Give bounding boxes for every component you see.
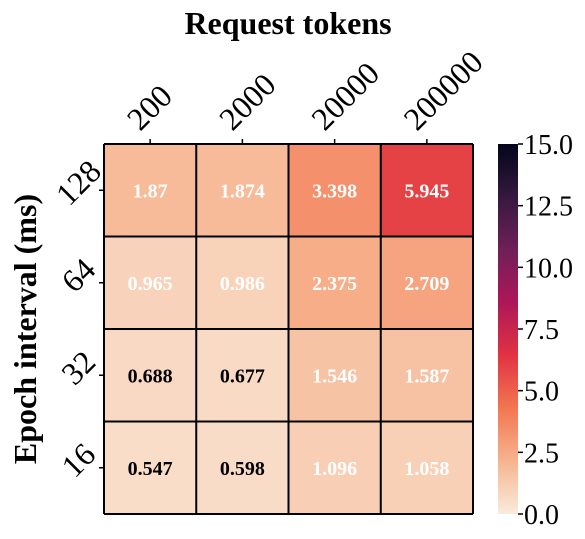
colorbar-tick-label: 15.0 bbox=[524, 130, 573, 161]
colorbar-tick-label: 10.0 bbox=[524, 253, 573, 284]
y-tick-label: 64 bbox=[54, 251, 102, 299]
cell-value-label: 0.677 bbox=[220, 365, 265, 387]
heatmap-cell bbox=[196, 421, 289, 514]
cell-value-label: 0.547 bbox=[128, 458, 173, 480]
heatmap-cell bbox=[104, 421, 197, 514]
cell-value-label: 1.87 bbox=[133, 180, 168, 202]
cell-value-label: 2.375 bbox=[312, 273, 357, 295]
heatmap-cell bbox=[104, 144, 197, 237]
colorbar-tick-label: 12.5 bbox=[524, 192, 573, 223]
heatmap-cell bbox=[104, 329, 197, 422]
cell-value-label: 1.546 bbox=[312, 365, 357, 387]
y-tick-label: 128 bbox=[49, 153, 108, 212]
colorbar-tick-label: 5.0 bbox=[524, 377, 559, 408]
heatmap-cell bbox=[380, 421, 473, 514]
colorbar-tick-label: 7.5 bbox=[524, 315, 559, 346]
cell-value-label: 1.096 bbox=[312, 458, 357, 480]
chart-title: Request tokens bbox=[184, 5, 391, 41]
x-tick-label: 2000 bbox=[212, 66, 283, 137]
cell-value-label: 0.598 bbox=[220, 458, 265, 480]
heatmap-cell bbox=[380, 144, 473, 237]
heatmap-cell bbox=[288, 236, 381, 329]
heatmap-cell bbox=[288, 421, 381, 514]
heatmap-cell bbox=[380, 329, 473, 422]
cell-borders bbox=[103, 143, 474, 515]
cell-value-label: 1.874 bbox=[220, 180, 265, 202]
heatmap-cell bbox=[288, 329, 381, 422]
y-tick-label: 16 bbox=[54, 436, 102, 484]
heatmap-cell-labels: 1.87 1.874 3.398 5.945 0.965 0.986 2.375 2.709 0… bbox=[128, 180, 450, 480]
cell-value-label: 0.688 bbox=[128, 365, 173, 387]
cell-value-label: 1.058 bbox=[404, 458, 449, 480]
heatmap-cell bbox=[288, 144, 381, 237]
cell-value-label: 5.945 bbox=[404, 180, 449, 202]
x-tick-labels: 200 2000 20000 200000 bbox=[120, 44, 490, 144]
y-tick-label: 32 bbox=[54, 343, 102, 391]
cell-value-label: 0.986 bbox=[220, 273, 265, 295]
heatmap-cell bbox=[196, 144, 289, 237]
colorbar-ticks: 0.0 2.5 5.0 7.5 10.0 12.5 15.0 bbox=[518, 130, 573, 531]
heatmap-cell bbox=[104, 236, 197, 329]
cell-value-label: 1.587 bbox=[404, 365, 449, 387]
cell-value-label: 0.965 bbox=[128, 273, 173, 295]
cell-value-label: 2.709 bbox=[404, 273, 449, 295]
x-tick-label: 200 bbox=[120, 78, 179, 137]
x-tick-label: 20000 bbox=[304, 55, 386, 137]
colorbar bbox=[498, 144, 518, 514]
cell-value-label: 3.398 bbox=[312, 180, 357, 202]
y-axis-label: Epoch interval (ms) bbox=[7, 194, 43, 464]
colorbar-tick-label: 0.0 bbox=[524, 500, 559, 531]
y-tick-labels: 128 64 32 16 bbox=[49, 153, 108, 484]
heatmap-cell bbox=[196, 236, 289, 329]
heatmap-cells bbox=[104, 144, 473, 514]
heatmap-cell bbox=[196, 329, 289, 422]
x-tick-label: 200000 bbox=[396, 44, 489, 137]
heatmap-cell bbox=[380, 236, 473, 329]
colorbar-tick-label: 2.5 bbox=[524, 438, 559, 469]
